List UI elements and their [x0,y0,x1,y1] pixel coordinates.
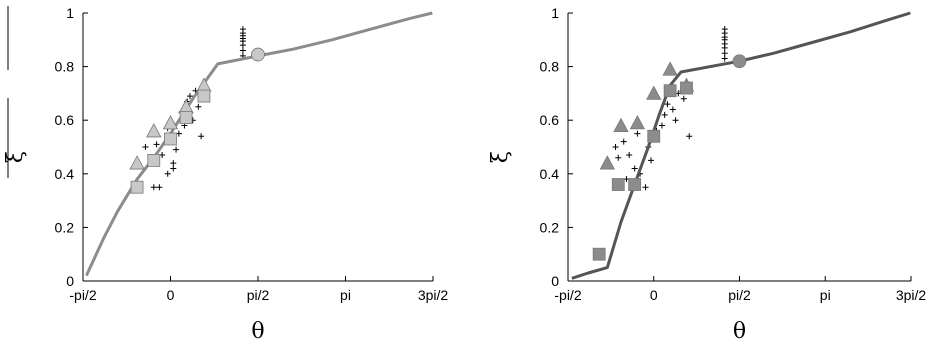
right-chart-circle-point [732,54,747,69]
right-chart-x-tick-label: pi [820,287,831,303]
left-chart-cross-point [239,26,246,33]
right-chart-square-point [680,81,693,95]
right-chart-square-point [611,178,625,191]
right-chart-triangle-point [646,85,662,100]
right-chart-square-point [663,84,677,98]
right-chart-square-point [647,129,661,143]
left-chart-x-tick-label: -pi/2 [69,287,96,303]
right-chart-x-tick-label: 0 [650,287,658,303]
left-chart-x-tick-label: pi [340,287,351,303]
right-chart: 00.20.40.60.81-pi/2 0 pi/2 pi 3pi/2 θ ξ [488,5,926,344]
right-chart-ylabel: ξ [488,151,513,163]
right-chart-cross-point [721,26,728,33]
right-chart-x-tick-label: -pi/2 [554,287,581,303]
left-chart-square-point [197,89,211,103]
right-chart-y-tick-label: 1 [551,5,559,21]
left-chart-cross-point [198,133,205,140]
left-chart-triangle-point [196,77,212,92]
left-chart-x-tick-label: 0 [167,287,175,303]
right-chart-cross-point [664,101,671,108]
left-chart-triangle-point [129,155,145,170]
right-chart-triangle-point [599,155,616,170]
right-chart-cross-point [612,144,619,150]
left-chart-y-tick-label: 0.6 [55,112,75,128]
left-chart-ylabel: ξ [3,151,28,163]
left-chart-cross-point [142,144,149,150]
right-chart-x-tick-label: pi/2 [728,287,751,303]
left-chart-cross-point [195,103,202,110]
left-chart-cross-point [150,184,157,191]
left-chart-y-tick-label: 0.8 [55,59,75,75]
left-chart-cross-point [153,141,160,148]
right-chart-cross-point [615,154,622,161]
right-chart-y-tick-label: 0.8 [540,59,560,75]
left-chart-cross-point [170,160,177,167]
right-chart-cross-point [642,184,649,191]
right-chart-cross-point [626,152,633,159]
left-chart-triangle-point [162,115,179,130]
left-chart-y-tick-label: 0.2 [55,219,75,235]
left-chart-triangle-point [146,123,162,138]
left-chart-square-point [130,180,144,194]
left-chart-y-tick-label: 0.4 [55,166,75,182]
right-chart-y-tick-label: 0.2 [540,219,560,235]
right-chart-y-tick-label: 0.6 [540,112,560,128]
right-chart-cross-point [672,117,679,124]
right-chart-cross-point [661,111,668,118]
left-chart-y-tick-label: 1 [66,5,74,21]
right-chart-cross-point [680,95,687,102]
right-chart-model-curve [571,11,911,280]
left-chart-cross-point [156,184,163,191]
left-chart-cross-point [170,165,177,172]
right-chart-cross-point [721,50,728,57]
left-chart-x-tick-label: pi/2 [247,287,270,303]
right-chart-square-point [628,178,642,191]
right-chart-cross-point [631,165,638,172]
left-chart-square-point [179,111,193,124]
left-chart-xlabel: θ [251,319,264,344]
left-chart-cross-point [186,93,193,100]
left-chart-cross-point [239,47,246,54]
left-chart: 00.20.40.60.81-pi/2 0 pi/2 pi 3pi/2 θ ξ [3,5,448,344]
left-chart-y-tick-label: 0 [66,273,74,289]
right-chart-xlabel: θ [733,319,746,344]
right-chart-x-tick-label: 3pi/2 [896,287,927,303]
right-chart-y-tick-label: 0.4 [540,166,560,182]
left-chart-square-point [147,153,161,167]
right-chart-triangle-point [613,117,629,132]
right-chart-y-tick-label: 0 [551,273,559,289]
right-chart-cross-point [658,122,665,129]
right-chart-cross-point [686,133,693,140]
right-chart-triangle-point [629,115,646,130]
left-chart-cross-point [164,170,171,177]
right-chart-cross-point [634,130,641,137]
left-chart-x-tick-label: 3pi/2 [418,287,449,303]
left-chart-cross-point [173,146,180,153]
right-chart-cross-point [669,106,676,113]
right-chart-cross-point [721,55,728,62]
right-chart-cross-point [620,138,627,145]
left-chart-square-point [164,132,177,146]
right-chart-cross-point [648,157,655,164]
left-chart-circle-point [251,47,265,62]
right-chart-square-point [592,247,606,261]
right-chart-triangle-point [662,61,678,76]
